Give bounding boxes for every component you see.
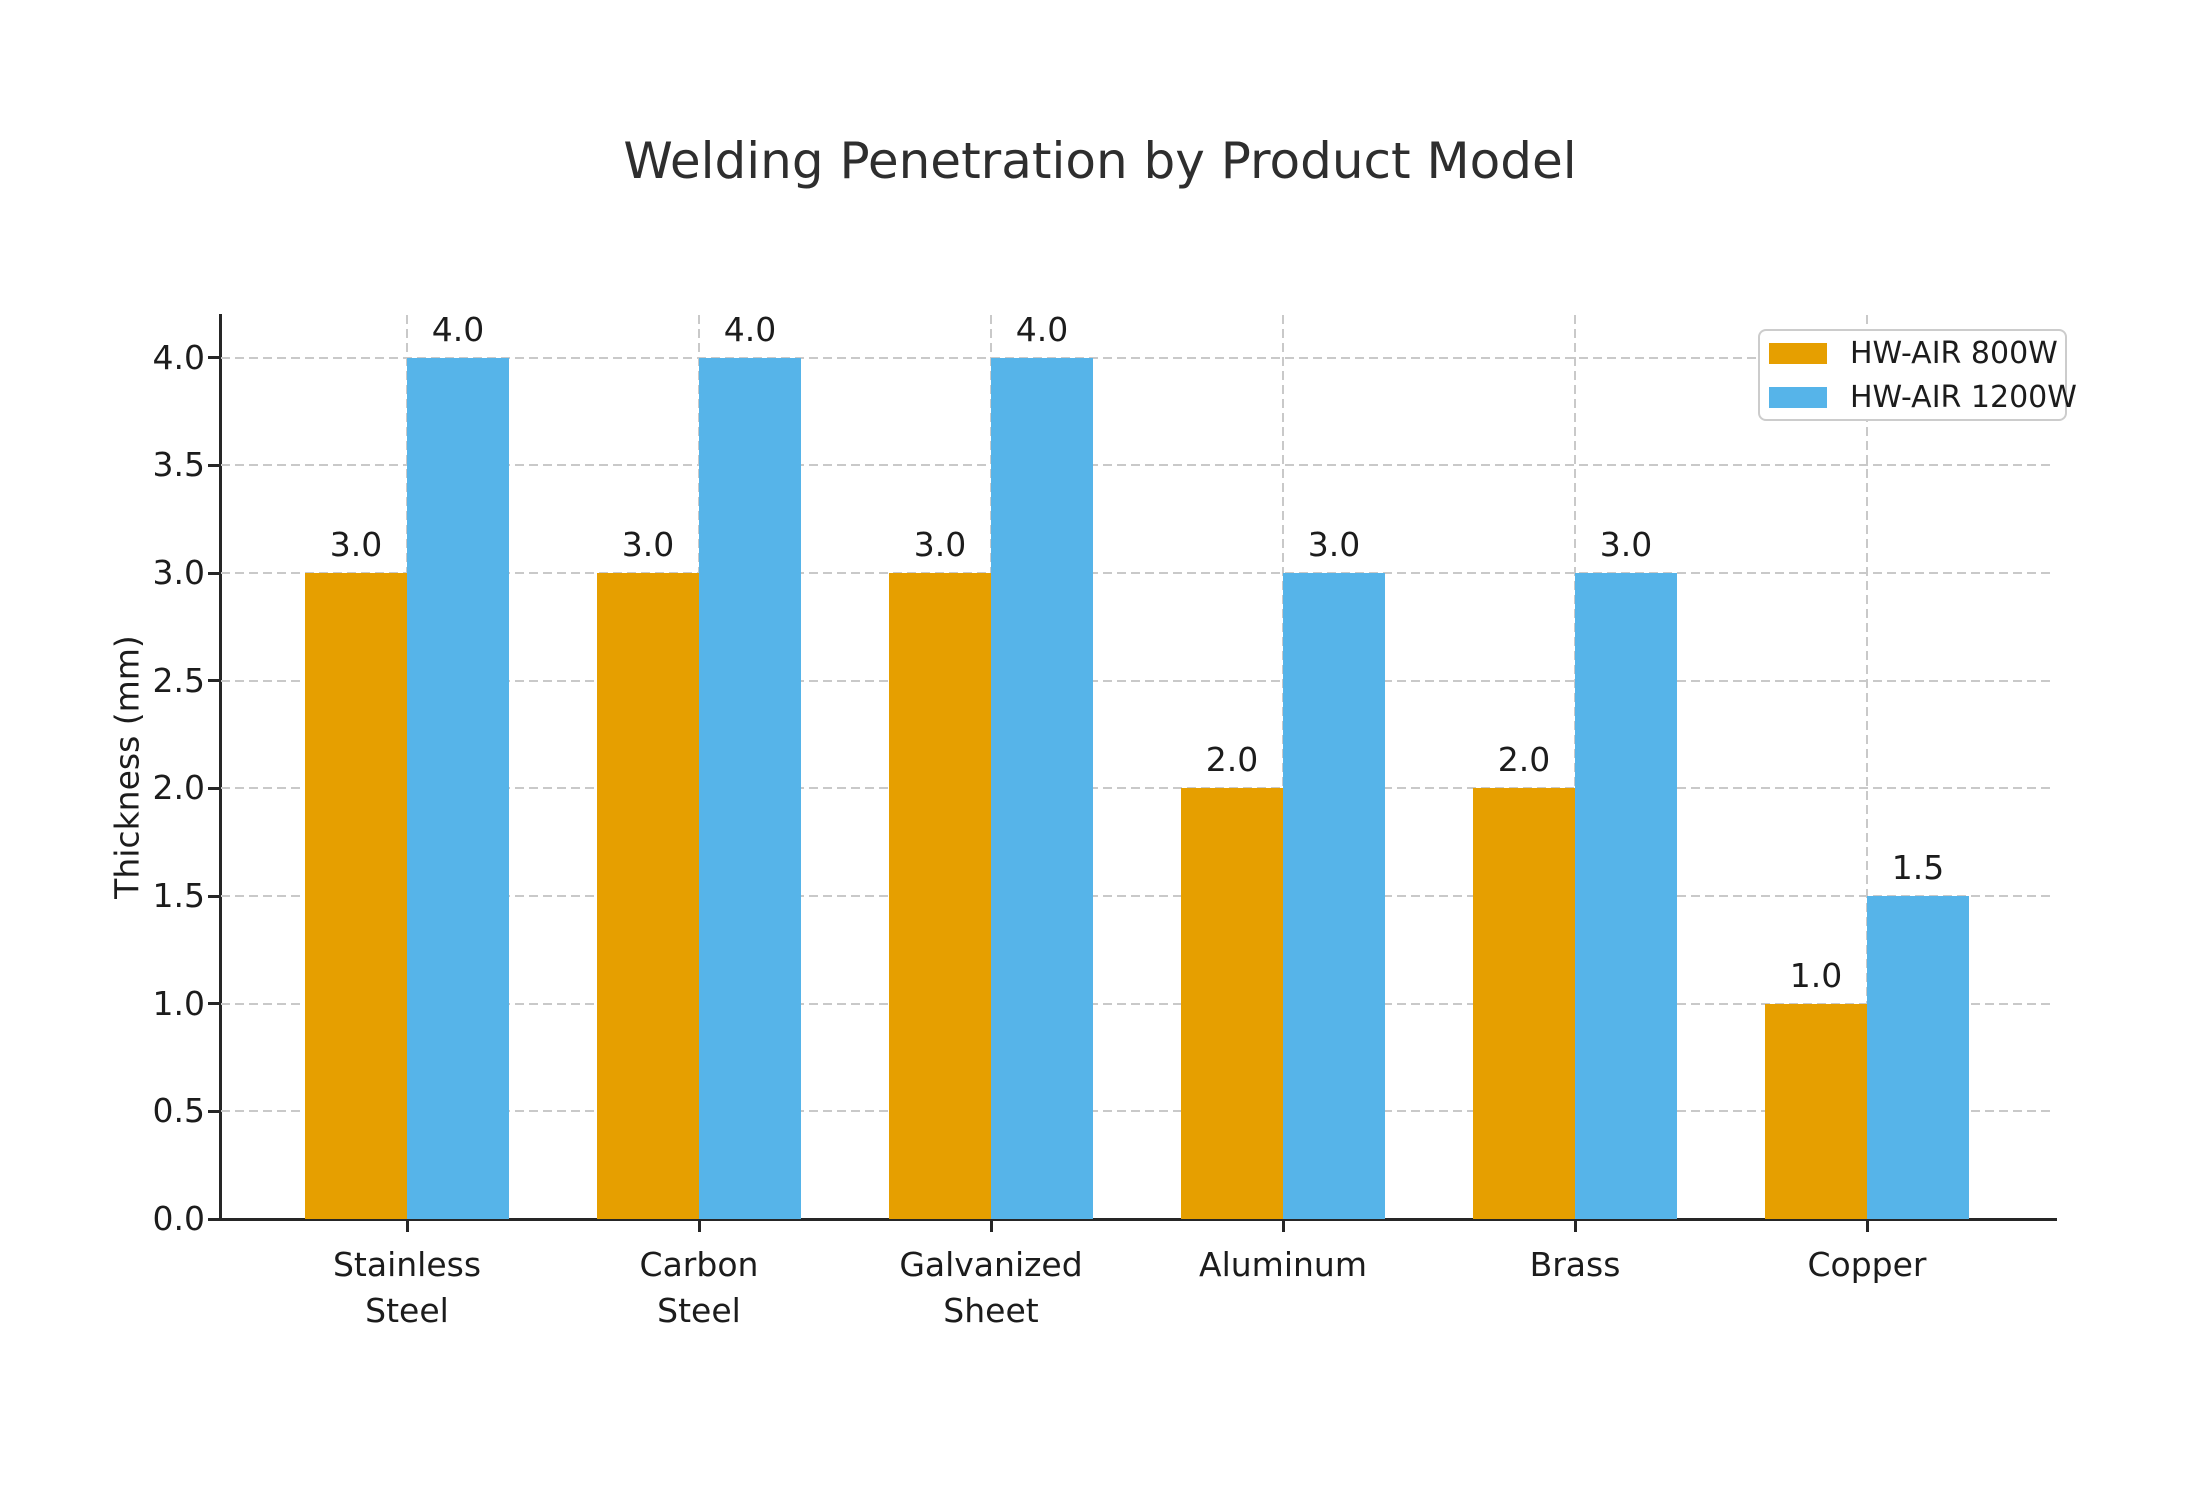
bar-value-label: 3.0 [329, 525, 383, 565]
gridline-h [221, 679, 2055, 682]
y-tick-label: 2.0 [152, 768, 205, 808]
bar-hw-air-800w-cat1 [597, 573, 699, 1219]
y-tick-label: 4.0 [152, 337, 205, 377]
chart-title: Welding Penetration by Product Model [623, 132, 1577, 190]
bar-value-label: 3.0 [1599, 525, 1653, 565]
bar-value-label: 2.0 [1497, 740, 1551, 780]
bar-hw-air-1200w-cat2 [991, 357, 1093, 1219]
bar-value-label: 4.0 [431, 309, 485, 349]
y-tick-mark [208, 1217, 219, 1221]
legend-swatch-orange [1769, 342, 1827, 364]
x-category-label: Stainless Steel [332, 1245, 482, 1330]
y-tick-mark [208, 356, 219, 360]
bar-value-label: 3.0 [621, 525, 675, 565]
y-tick-mark [208, 894, 219, 898]
gridline-h [221, 1002, 2055, 1005]
x-axis-spine [219, 1218, 2057, 1221]
legend-row: HW-AIR 800W [1769, 333, 2065, 374]
x-category-label: Galvanized Sheet [899, 1245, 1083, 1330]
y-tick-label: 0.5 [152, 1091, 205, 1131]
gridline-h [221, 787, 2055, 790]
bar-hw-air-800w-cat0 [305, 573, 407, 1219]
bar-value-label: 1.0 [1789, 955, 1843, 995]
legend-label: HW-AIR 1200W [1850, 379, 2077, 415]
legend-swatch-blue [1769, 386, 1827, 408]
bar-value-label: 3.0 [1307, 525, 1361, 565]
gridline-h [221, 1110, 2055, 1113]
y-tick-mark [208, 786, 219, 790]
bar-hw-air-800w-cat4 [1473, 788, 1575, 1219]
gridline-h [221, 895, 2055, 898]
y-tick-label: 1.0 [152, 983, 205, 1023]
bar-hw-air-1200w-cat4 [1575, 573, 1677, 1219]
y-axis-spine [219, 314, 222, 1221]
plot-area: 3.0 4.0 3.0 4.0 3.0 4.0 2.0 3.0 2.0 3.0 1.0 1.5 [208, 309, 2057, 1232]
x-category-label: Aluminum [1199, 1245, 1367, 1284]
x-tick-mark [1281, 1221, 1285, 1232]
bar-hw-air-1200w-cat3 [1283, 573, 1385, 1219]
bar-value-label: 4.0 [1015, 309, 1069, 349]
bar-value-label: 2.0 [1205, 740, 1259, 780]
x-category-label: Copper [1807, 1245, 1927, 1284]
bar-hw-air-800w-cat5 [1765, 1003, 1867, 1219]
legend-label: HW-AIR 800W [1850, 335, 2058, 371]
x-tick-mark [1573, 1221, 1577, 1232]
gridline-h [221, 464, 2055, 467]
y-tick-mark [208, 571, 219, 575]
x-tick-mark [989, 1221, 993, 1232]
bar-hw-air-1200w-cat0 [407, 357, 509, 1219]
x-tick-mark [1865, 1221, 1869, 1232]
y-tick-label: 1.5 [152, 876, 205, 916]
y-tick-mark [208, 1002, 219, 1006]
bar-hw-air-800w-cat3 [1181, 788, 1283, 1219]
bar-value-label: 1.5 [1891, 848, 1945, 888]
bar-value-label: 4.0 [723, 309, 777, 349]
x-category-label: Brass [1529, 1245, 1621, 1284]
y-tick-label: 2.5 [152, 660, 205, 700]
bar-hw-air-800w-cat2 [889, 573, 991, 1219]
y-tick-mark [208, 1109, 219, 1113]
legend: HW-AIR 800W HW-AIR 1200W [1758, 329, 2077, 421]
legend-row: HW-AIR 1200W [1769, 377, 2077, 418]
y-tick-mark [208, 679, 219, 683]
gridline-h [221, 572, 2055, 575]
y-tick-label: 3.5 [152, 445, 205, 485]
gridline-h [221, 356, 2055, 359]
gridline-v [1866, 315, 1868, 1219]
y-tick-label: 0.0 [152, 1199, 205, 1238]
bar-hw-air-1200w-cat5 [1867, 896, 1969, 1219]
x-tick-mark [405, 1221, 409, 1232]
bar-value-label: 3.0 [913, 525, 967, 565]
x-category-label: Carbon Steel [639, 1245, 759, 1330]
bar-hw-air-1200w-cat1 [699, 357, 801, 1219]
y-tick-mark [208, 463, 219, 467]
x-tick-mark [697, 1221, 701, 1232]
y-tick-label: 3.0 [152, 553, 205, 593]
